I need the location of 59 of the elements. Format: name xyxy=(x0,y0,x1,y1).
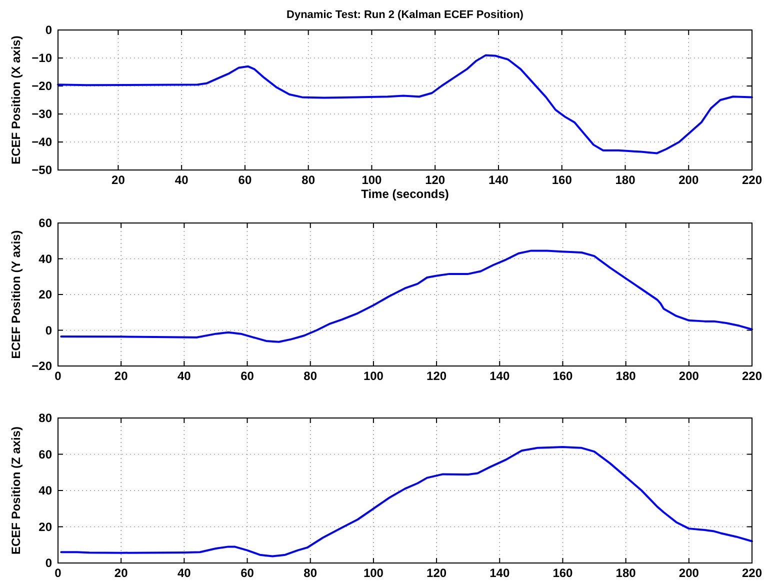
x-tick-label: 40 xyxy=(178,566,192,580)
y-tick-label: −20 xyxy=(32,79,52,93)
x-tick-label: 200 xyxy=(678,173,699,187)
x-tick-label: 160 xyxy=(552,566,574,580)
x-tick-label: 160 xyxy=(552,173,572,187)
x-axis-title: Time (seconds) xyxy=(361,187,449,201)
x-tick-label: 60 xyxy=(238,173,252,187)
x-tick-label: 60 xyxy=(240,369,254,383)
y-tick-label: −30 xyxy=(32,107,52,121)
x-tick-label: 100 xyxy=(363,369,384,383)
x-tick-label: 180 xyxy=(616,566,636,580)
y-tick-label: −40 xyxy=(32,135,52,149)
y-axis-title: ECEF Position (Z axis) xyxy=(9,426,23,555)
x-tick-label: 80 xyxy=(304,369,318,383)
x-tick-label: 0 xyxy=(54,369,62,383)
line-series xyxy=(57,54,753,154)
x-tick-label: 100 xyxy=(362,173,382,187)
y-tick-label: 20 xyxy=(38,520,52,534)
y-tick-label: 40 xyxy=(38,484,52,498)
y-tick-label: 20 xyxy=(38,288,52,302)
x-tick-label: 0 xyxy=(54,566,62,580)
x-tick-label: 140 xyxy=(490,369,510,383)
x-tick-label: 140 xyxy=(488,173,509,187)
line-series xyxy=(60,250,753,343)
x-tick-label: 180 xyxy=(616,369,636,383)
x-tick-label: 120 xyxy=(426,369,447,383)
x-tick-label: 80 xyxy=(304,566,318,580)
x-tick-label: 160 xyxy=(552,369,574,383)
x-tick-label: 220 xyxy=(742,566,762,580)
x-tick-label: 120 xyxy=(425,173,446,187)
x-tick-label: 140 xyxy=(490,566,510,580)
x-tick-label: 20 xyxy=(114,369,128,383)
x-tick-label: 80 xyxy=(302,173,316,187)
x-tick-label: 220 xyxy=(742,173,762,187)
y-tick-label: 40 xyxy=(38,252,52,266)
x-tick-label: 40 xyxy=(178,369,192,383)
y-tick-label: −50 xyxy=(32,163,52,177)
y-tick-label: 0 xyxy=(45,556,52,570)
y-tick-label: 60 xyxy=(38,216,52,230)
y-tick-label: 0 xyxy=(45,23,52,37)
x-tick-label: 220 xyxy=(742,369,762,383)
y-axis-title: ECEF Position (Y axis) xyxy=(9,230,23,359)
line-series xyxy=(60,446,753,558)
x-tick-label: 20 xyxy=(114,566,128,580)
x-tick-label: 200 xyxy=(678,369,700,383)
x-tick-label: 20 xyxy=(112,173,126,187)
chart-title: Dynamic Test: Run 2 (Kalman ECEF Position) xyxy=(286,9,524,21)
x-tick-label: 60 xyxy=(240,566,254,580)
y-tick-label: −10 xyxy=(32,51,52,65)
x-tick-label: 40 xyxy=(174,173,189,187)
x-tick-label: 100 xyxy=(363,566,384,580)
x-tick-label: 200 xyxy=(678,566,700,580)
y-tick-label: −20 xyxy=(32,359,52,373)
y-tick-label: 60 xyxy=(38,447,52,462)
x-tick-label: 180 xyxy=(615,173,636,187)
y-axis-title: ECEF Position (X axis) xyxy=(9,36,23,164)
y-tick-label: 0 xyxy=(45,323,52,338)
x-tick-label: 120 xyxy=(426,566,447,580)
y-tick-label: 80 xyxy=(38,411,52,425)
